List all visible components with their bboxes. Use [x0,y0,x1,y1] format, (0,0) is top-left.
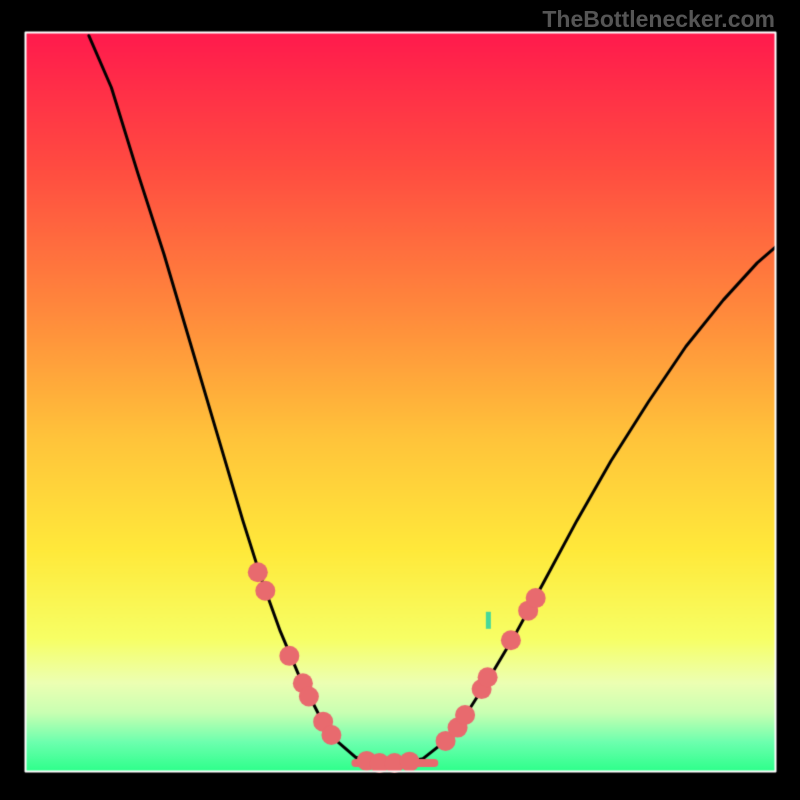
chart-container: TheBottlenecker.com [0,0,800,800]
bottleneck-chart-canvas [0,0,800,800]
